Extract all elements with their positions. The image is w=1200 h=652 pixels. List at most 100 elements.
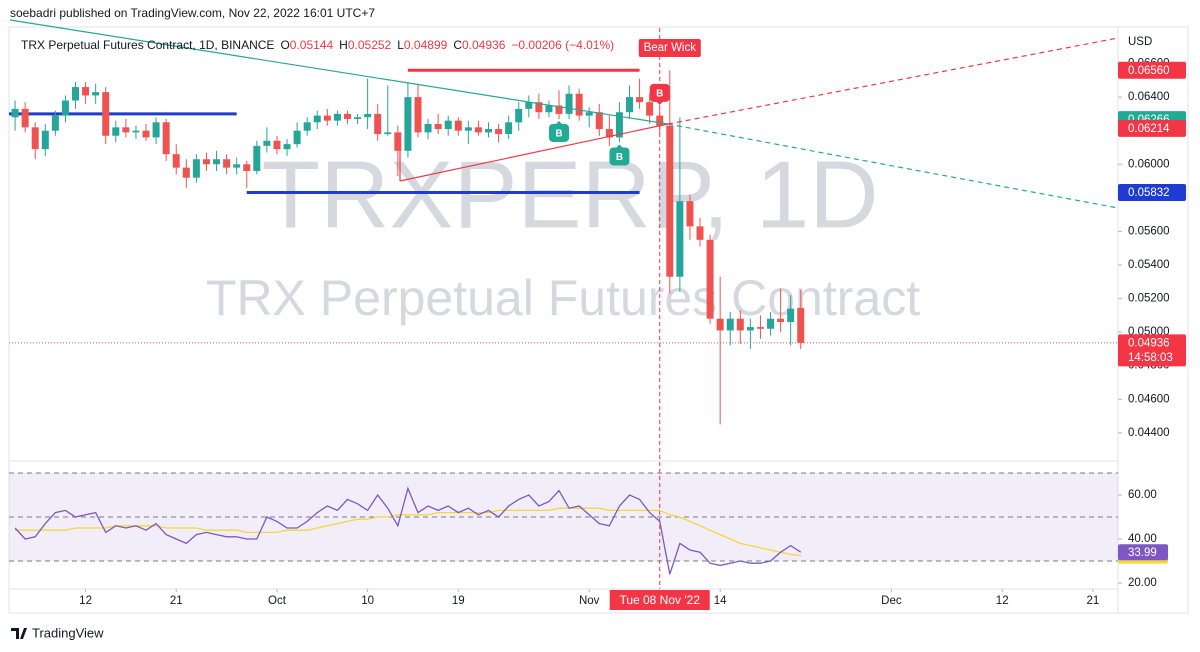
- value-tag: [1118, 544, 1168, 561]
- y-tick-label: 0.05200: [1128, 293, 1170, 305]
- candle-body: [162, 122, 170, 155]
- candle-body: [202, 159, 210, 165]
- y-tick-label: 60.00: [1128, 489, 1157, 501]
- candle-body: [656, 115, 664, 126]
- candle-body: [696, 226, 704, 240]
- price-tag-label: 0.06214: [1128, 123, 1170, 135]
- watermark: TRXPERP, 1D TRX Perpetual Futures Contrac…: [206, 141, 920, 326]
- x-tick-label: 12: [79, 595, 92, 607]
- ohlc-part: H: [339, 38, 348, 52]
- candle-body: [746, 327, 754, 331]
- candle-body: [233, 164, 241, 168]
- candle-body: [374, 113, 382, 135]
- candle-body: [323, 115, 331, 121]
- price-pane: [9, 28, 1118, 589]
- candle-body: [21, 108, 29, 128]
- candle-body: [555, 105, 563, 114]
- candle-body: [303, 122, 311, 131]
- candle-body: [394, 132, 402, 151]
- candle-body: [414, 97, 422, 133]
- x-tick-label: 14: [714, 595, 727, 607]
- candle-body: [132, 130, 140, 133]
- ohlc-part: C: [453, 38, 462, 52]
- signal-pointer: [554, 120, 564, 126]
- y-tick-label: 0.05400: [1128, 259, 1170, 271]
- x-tick-label: Nov: [579, 595, 600, 607]
- candle-body: [112, 127, 120, 136]
- candle-body: [343, 113, 351, 119]
- candle-body: [152, 122, 160, 138]
- candle-body: [565, 93, 573, 114]
- candle-body: [82, 87, 90, 96]
- annotation: Bear Wick: [644, 42, 697, 54]
- watermark-description: TRX Perpetual Futures Contract: [206, 270, 920, 326]
- trendline: [399, 123, 669, 182]
- price-tag-label: 0.05832: [1128, 187, 1170, 199]
- signal-badge: [549, 123, 569, 142]
- y-tick-label: 0.04600: [1128, 393, 1170, 405]
- candle-body: [72, 87, 80, 101]
- crosshair-date: Tue 08 Nov '22: [619, 593, 700, 607]
- candle-body: [444, 120, 452, 130]
- candle-body: [716, 318, 724, 331]
- candle-body: [243, 164, 251, 171]
- candle-body: [464, 127, 472, 131]
- candle-body: [505, 122, 513, 135]
- signal-label: B: [616, 152, 623, 163]
- candle-body: [474, 127, 482, 133]
- x-tick-label: 12: [996, 595, 1009, 607]
- x-tick-label: 10: [361, 595, 374, 607]
- y-tick-label: 40.00: [1128, 533, 1157, 545]
- candle-body: [626, 97, 634, 113]
- candle-body: [424, 123, 432, 133]
- trendline-extension: [667, 37, 1119, 125]
- candle-body: [434, 123, 442, 130]
- candle-body: [736, 318, 744, 331]
- signal-pointer: [654, 99, 665, 105]
- logo-icon: [11, 628, 27, 639]
- chart-title: TRX Perpetual Futures Contract, 1D, BINA…: [21, 38, 274, 52]
- ohlc-part: 0.04936: [462, 38, 506, 52]
- x-tick-label: 21: [170, 595, 183, 607]
- candle-body: [283, 144, 291, 150]
- ohlc-part: 0.05252: [348, 38, 392, 52]
- price-tag: [1118, 183, 1186, 201]
- price-countdown: 14:58:03: [1128, 352, 1173, 364]
- ohlc-part: −0.00206 (−4.01%): [511, 38, 614, 52]
- trendlines: [9, 19, 1119, 209]
- rsi-line: [14, 486, 802, 575]
- signal-label: B: [656, 89, 663, 100]
- y-tick-label: 0.06400: [1128, 91, 1170, 103]
- price-tag-label: 0.06560: [1128, 65, 1170, 77]
- candle-body: [253, 145, 261, 171]
- signal-badge: [609, 147, 630, 166]
- ohlc-part: 0.05144: [290, 38, 334, 52]
- y-tick-label: 0.04400: [1128, 427, 1170, 439]
- candle-body: [797, 307, 805, 343]
- annotation-box: [638, 39, 701, 57]
- candle-body: [525, 102, 533, 109]
- candle-body: [384, 132, 392, 135]
- candle-body: [223, 159, 231, 168]
- crosshair-date-box: [609, 590, 710, 610]
- publisher: soebadri published on TradingView.com, N…: [10, 6, 375, 20]
- candle-body: [787, 308, 795, 323]
- rsi-line: [15, 507, 801, 557]
- candle-body: [535, 102, 543, 113]
- candle-body: [293, 130, 301, 145]
- candle-body: [767, 318, 775, 329]
- x-tick-label: Dec: [881, 595, 902, 607]
- candle-body: [676, 201, 684, 277]
- candle-body: [605, 129, 613, 138]
- value-tag-label: 33.99: [1128, 547, 1157, 559]
- candle-body: [182, 167, 190, 178]
- candle-body: [172, 154, 180, 168]
- trendline-extension: [667, 123, 1119, 209]
- candle-body: [585, 112, 593, 116]
- candle-body: [686, 201, 694, 227]
- x-tick-label: 19: [452, 595, 465, 607]
- candle-body: [777, 318, 785, 323]
- logo: TradingView: [11, 625, 104, 640]
